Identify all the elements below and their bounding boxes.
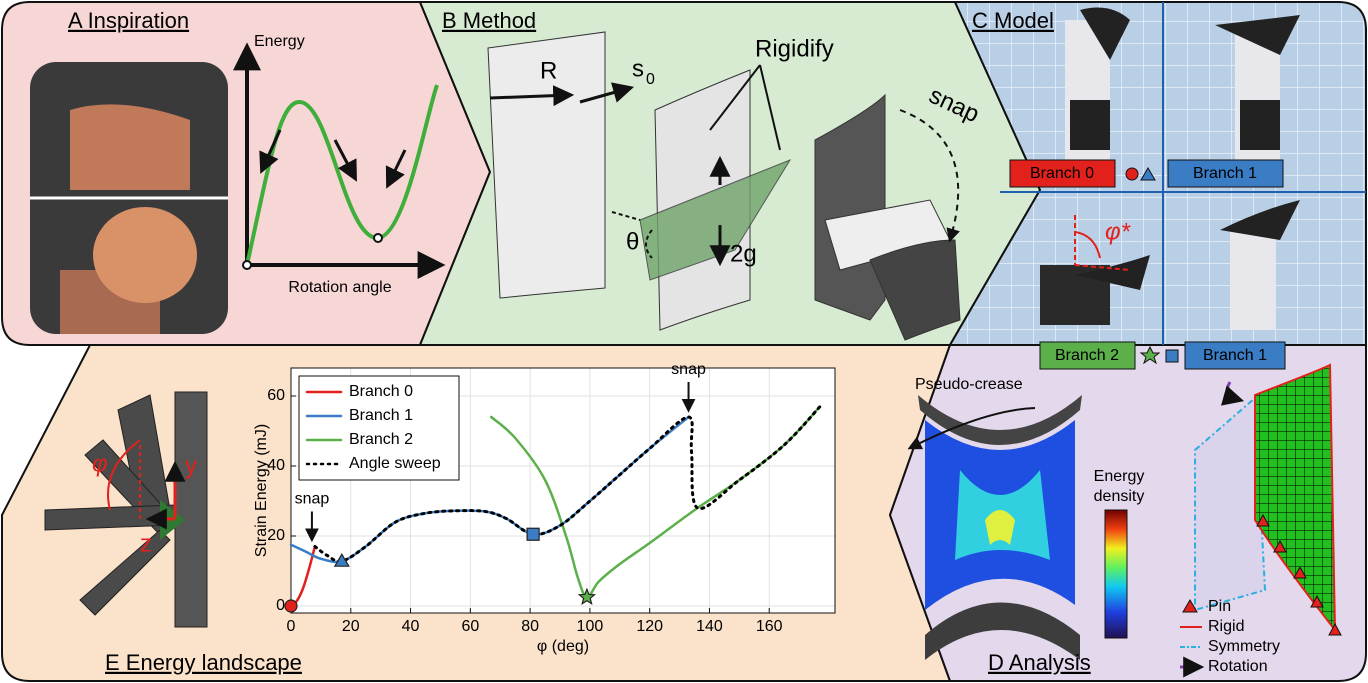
label: Energy bbox=[1094, 468, 1145, 485]
x-tick-label: 20 bbox=[342, 618, 360, 635]
figure: A Inspiration Energy Rotation angle B Me… bbox=[0, 0, 1368, 683]
label: 2g bbox=[730, 240, 757, 267]
label: y bbox=[185, 452, 197, 479]
x-tick-label: 40 bbox=[402, 618, 420, 635]
branch-label: Branch 2 bbox=[1055, 347, 1119, 364]
marker-icon bbox=[1166, 350, 1178, 362]
label: R bbox=[540, 57, 557, 84]
axis-label: Rotation angle bbox=[288, 279, 391, 296]
x-tick-label: 160 bbox=[756, 618, 783, 635]
page: A Inspiration Energy Rotation angle B Me… bbox=[0, 0, 1368, 683]
x-tick-label: 140 bbox=[696, 618, 723, 635]
photos bbox=[30, 62, 228, 334]
marker-icon bbox=[1126, 168, 1138, 180]
panel-title: C Model bbox=[972, 8, 1054, 33]
label: 0 bbox=[646, 71, 655, 88]
legend-label: Symmetry bbox=[1208, 638, 1280, 655]
point bbox=[285, 600, 297, 612]
y-axis-label: Strain Energy (mJ) bbox=[253, 424, 270, 557]
label: density bbox=[1094, 488, 1145, 505]
panel-title: A Inspiration bbox=[68, 8, 189, 33]
panel-title: B Method bbox=[442, 8, 536, 33]
label: θ bbox=[626, 228, 639, 255]
legend-label: Pin bbox=[1208, 598, 1231, 615]
x-axis-label: φ (deg) bbox=[537, 638, 589, 655]
x-tick-label: 100 bbox=[577, 618, 604, 635]
legend-label: Branch 2 bbox=[349, 431, 413, 448]
panel-title: D Analysis bbox=[988, 650, 1091, 675]
annotation: snap bbox=[295, 491, 330, 508]
y-tick-label: 60 bbox=[267, 387, 285, 404]
legend-label: Angle sweep bbox=[349, 455, 441, 472]
label: Rigidify bbox=[755, 35, 834, 62]
axis-label: Energy bbox=[254, 33, 305, 50]
label: s bbox=[632, 55, 644, 82]
label: φ bbox=[92, 450, 108, 477]
point bbox=[527, 528, 539, 540]
x-tick-label: 0 bbox=[287, 618, 296, 635]
annotation: snap bbox=[671, 361, 706, 378]
x-tick-label: 120 bbox=[636, 618, 663, 635]
y-tick-label: 0 bbox=[276, 597, 285, 614]
x-tick-label: 60 bbox=[461, 618, 479, 635]
legend-label: Rigid bbox=[1208, 618, 1244, 635]
label: z bbox=[140, 530, 152, 557]
x-tick-label: 80 bbox=[521, 618, 539, 635]
branch-label: Branch 1 bbox=[1193, 165, 1257, 182]
branch-label: Branch 1 bbox=[1203, 347, 1267, 364]
panel-title: E Energy landscape bbox=[105, 650, 302, 675]
legend-label: Branch 0 bbox=[349, 383, 413, 400]
label: Pseudo-crease bbox=[915, 376, 1023, 393]
branch-label: Branch 0 bbox=[1030, 165, 1094, 182]
legend-label: Rotation bbox=[1208, 658, 1268, 675]
label: φ* bbox=[1105, 218, 1131, 245]
legend-label: Branch 1 bbox=[349, 407, 413, 424]
